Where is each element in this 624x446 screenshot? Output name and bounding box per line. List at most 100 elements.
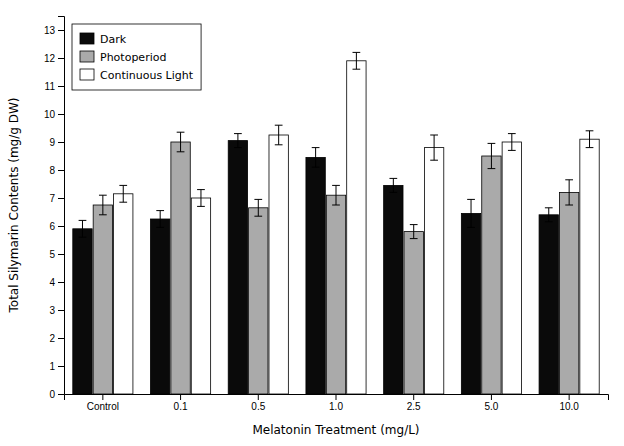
legend: Dark Photoperiod Continuous Light [72,24,201,90]
bar [482,156,501,394]
tick-label: 13 [44,25,56,36]
bar [326,195,345,394]
error-bar [156,211,164,228]
tick-mark [491,394,492,400]
tick-label: 9 [49,137,55,148]
legend-label: Photoperiod [100,51,166,64]
bar [539,215,558,394]
bar [114,194,133,394]
tick-label: 0 [49,389,55,400]
tick-mark [58,30,64,31]
error-bar [99,195,107,215]
bar [424,148,443,394]
tick-label: 2.5 [407,401,421,412]
legend-item: Continuous Light [80,69,194,82]
error-bar [430,135,438,160]
marks [73,52,599,394]
tick: 1.0 [329,394,343,412]
legend-item: Dark [80,33,127,46]
error-bar [312,148,320,168]
tick: 0.1 [174,394,188,412]
tick-mark [58,198,64,199]
tick-mark [58,310,64,311]
bar [171,142,190,394]
tick-mark [336,394,337,400]
tick: 7 [49,193,64,204]
tick-mark [58,394,64,395]
tick-label: 1 [49,361,55,372]
tick-label: 5 [49,249,55,260]
bar [580,139,599,394]
tick: 10 [44,109,64,120]
tick-label: 12 [44,53,56,64]
tick-label: Control [87,401,119,412]
series [93,132,579,394]
error-bar [234,134,242,148]
tick-mark [58,338,64,339]
tick: 1 [49,361,64,372]
bar [151,219,170,394]
axis-line [58,17,65,395]
bar [269,135,288,394]
tick-mark [58,114,64,115]
tick-label: 7 [49,193,55,204]
bar [191,198,210,394]
tick-mark [58,282,64,283]
y-axis: 012345678910111213 [44,17,65,400]
tick-mark [413,394,414,400]
legend-swatch [80,51,94,62]
tick: 12 [44,53,64,64]
axis-line [65,395,609,401]
bar [502,142,521,394]
legend-label: Continuous Light [100,69,194,82]
error-bar [332,185,340,205]
tick: 9 [49,137,64,148]
tick-label: 11 [45,81,56,92]
tick: 0 [49,389,64,400]
legend-swatch [80,69,94,80]
tick: 0.5 [251,394,265,412]
tick: 11 [45,81,64,92]
tick-mark [58,254,64,255]
error-bar [410,225,418,239]
error-bar [177,132,185,152]
bar [404,232,423,394]
bar [249,208,268,394]
legend-frame [72,24,201,90]
tick-mark [180,394,181,400]
chart: Control0.10.51.02.55.010.001234567891011… [0,0,624,446]
tick: 5 [49,249,64,260]
tick-label: 2 [49,333,55,344]
tick-mark [58,170,64,171]
tick-label: 5.0 [484,401,498,412]
error-bar [254,199,262,216]
tick-mark [58,86,64,87]
tick: 8 [49,165,64,176]
series [73,134,559,394]
error-bar [508,134,516,151]
bar [384,185,403,394]
error-bar [353,52,361,69]
tick-label: 10 [44,109,56,120]
tick-label: 10.0 [559,401,579,412]
bar [347,61,366,394]
x-axis-title: Melatonin Treatment (mg/L) [252,423,419,437]
tick-mark [58,142,64,143]
tick-label: 0.5 [251,401,265,412]
error-bar [119,185,127,202]
tick-mark [58,366,64,367]
tick: 3 [49,305,64,316]
x-axis: Control 0.1 0.5 1.0 2.5 5.0 10.0 [65,394,609,412]
tick-mark [569,394,570,400]
plot: Control0.10.51.02.55.010.001234567891011… [44,17,609,413]
tick-label: 8 [49,165,55,176]
legend-item: Photoperiod [80,51,166,64]
error-bar [545,208,553,222]
tick-label: 6 [49,221,55,232]
error-bar [467,199,475,227]
bar [559,192,578,394]
error-bar [275,125,283,145]
error-bar [565,180,573,205]
tick-mark [58,58,64,59]
bar [73,229,92,394]
